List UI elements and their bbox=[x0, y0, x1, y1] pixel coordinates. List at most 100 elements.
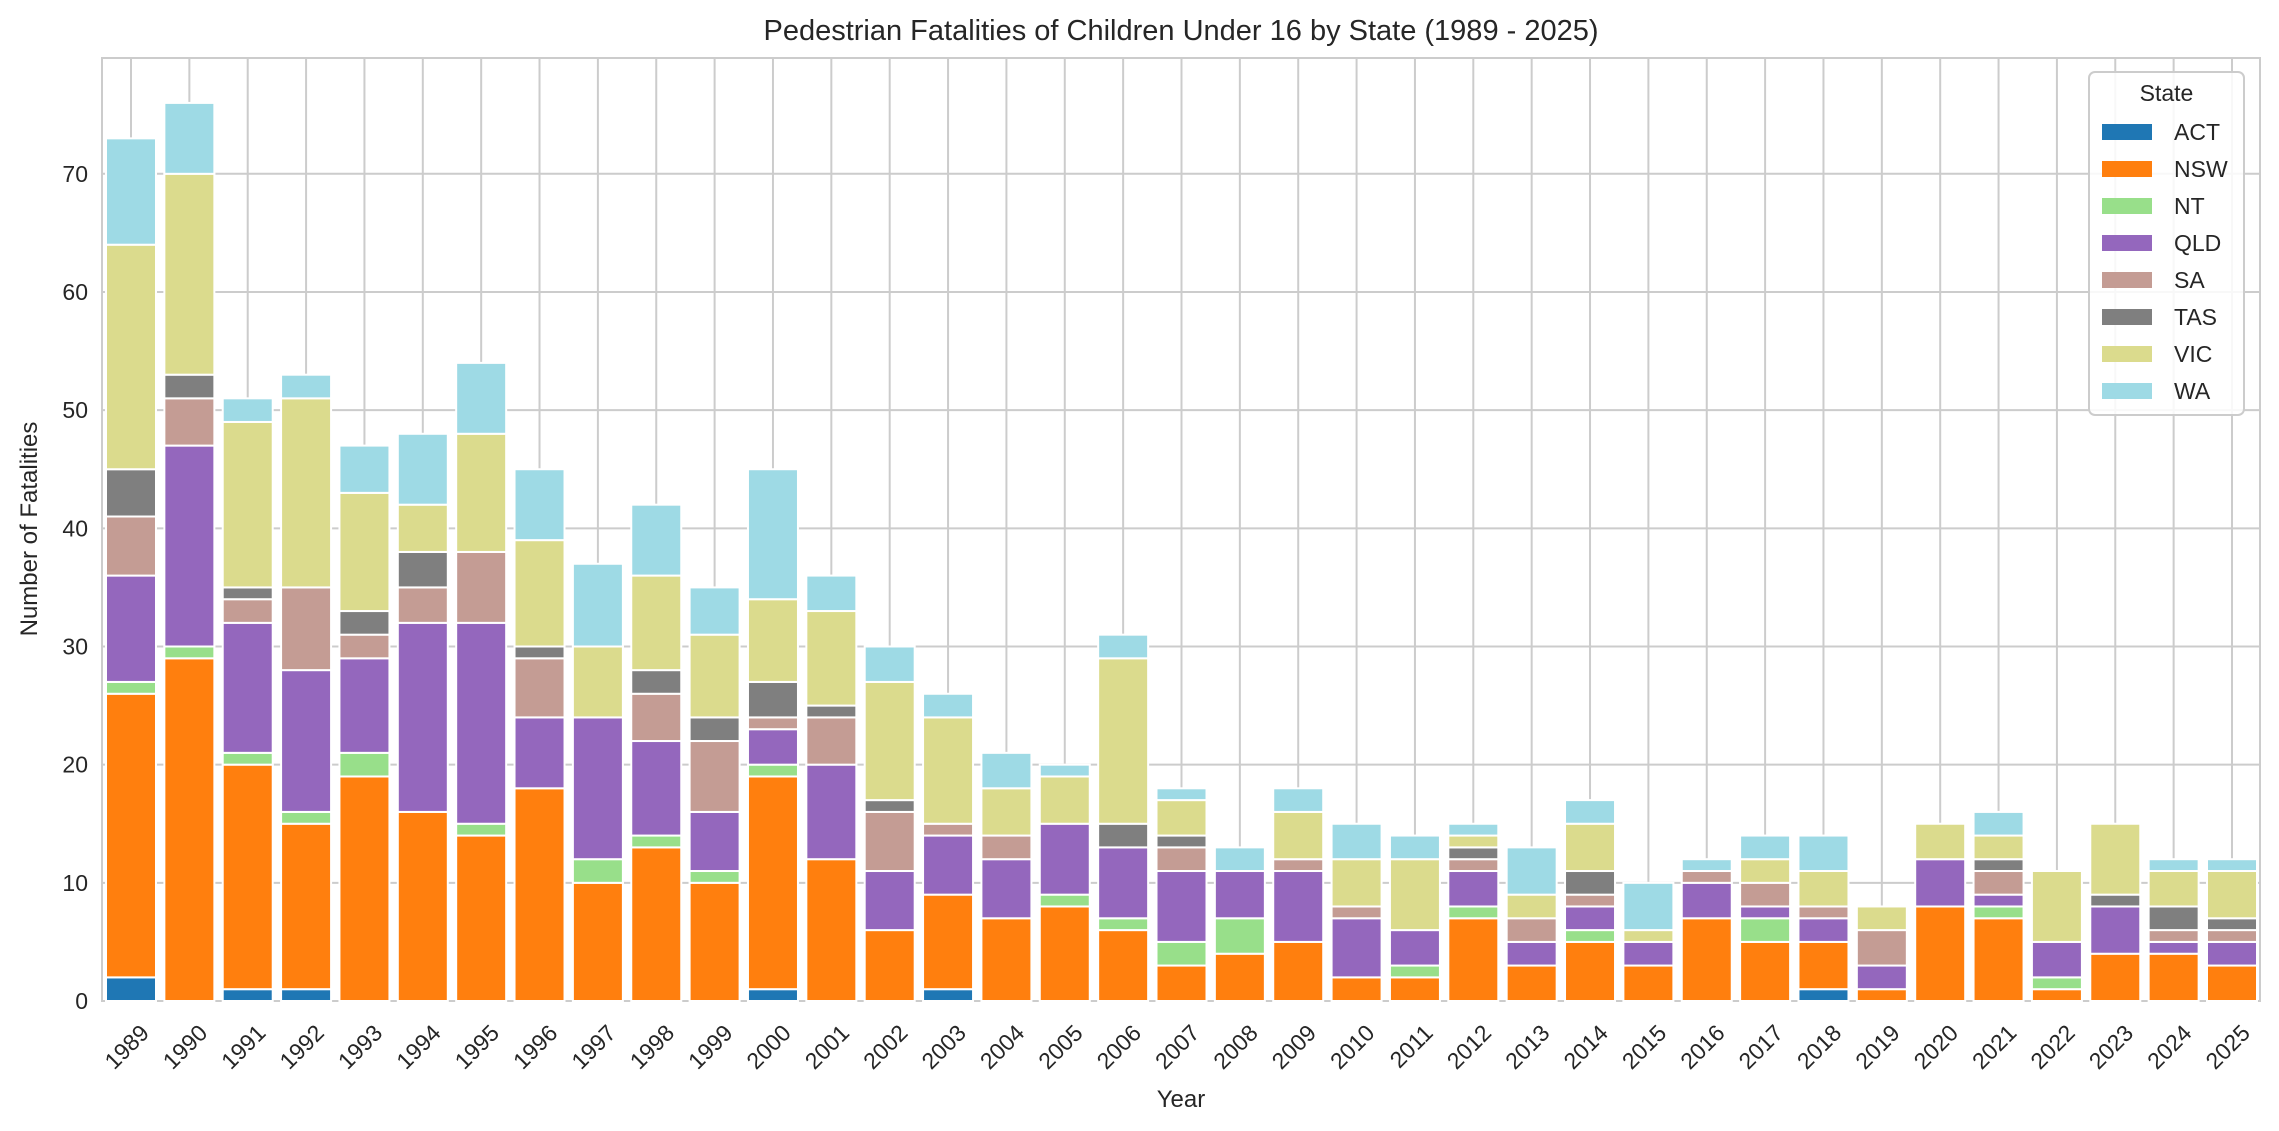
bar-segment-nsw-1991 bbox=[221, 763, 274, 991]
bar-segment-nsw-2015 bbox=[1622, 964, 1675, 1003]
bar-segment-sa-1998 bbox=[630, 692, 683, 743]
bar-segment-qld-2007 bbox=[1155, 870, 1208, 943]
bar-segment-vic-1998 bbox=[630, 574, 683, 672]
bar-segment-tas-2024 bbox=[2147, 905, 2200, 932]
bar-segment-vic-2017 bbox=[1739, 858, 1792, 884]
y-tick-label: 20 bbox=[62, 752, 88, 778]
bar-segment-wa-2003 bbox=[922, 692, 975, 719]
legend-label-nt: NT bbox=[2174, 193, 2205, 219]
bar-segment-sa-2007 bbox=[1155, 846, 1208, 873]
bar-segment-sa-2003 bbox=[922, 822, 975, 837]
bar-segment-wa-2014 bbox=[1564, 799, 1617, 825]
bar-segment-nsw-1998 bbox=[630, 846, 683, 1002]
bar-segment-qld-2025 bbox=[2206, 940, 2258, 967]
bar-segment-sa-1999 bbox=[688, 740, 741, 813]
bar-segment-vic-2001 bbox=[805, 610, 858, 707]
bar-segment-qld-2016 bbox=[1680, 881, 1733, 920]
bar-segment-tas-2007 bbox=[1155, 834, 1208, 849]
bar-segment-wa-2000 bbox=[746, 468, 799, 601]
bar-segment-tas-1996 bbox=[513, 645, 566, 660]
legend-label-act: ACT bbox=[2174, 119, 2220, 145]
bar-segment-vic-1990 bbox=[163, 172, 216, 376]
bar-segment-vic-1994 bbox=[396, 503, 449, 553]
bar-segment-qld-2017 bbox=[1739, 905, 1792, 920]
chart-title: Pedestrian Fatalities of Children Under … bbox=[763, 15, 1598, 47]
bar-segment-qld-2013 bbox=[1505, 940, 1558, 967]
bar-segment-nsw-2013 bbox=[1505, 964, 1558, 1003]
bar-segment-qld-2006 bbox=[1097, 846, 1150, 920]
bar-segment-vic-1996 bbox=[513, 539, 566, 648]
bar-segment-qld-1999 bbox=[688, 810, 741, 873]
y-tick-label: 0 bbox=[75, 988, 88, 1014]
bar-segment-vic-2004 bbox=[980, 787, 1033, 837]
bar-segment-sa-2024 bbox=[2147, 929, 2200, 943]
y-tick-label: 60 bbox=[62, 279, 88, 305]
legend-label-wa: WA bbox=[2174, 378, 2211, 404]
bar-segment-nsw-1995 bbox=[455, 834, 508, 1002]
bar-segment-wa-2010 bbox=[1330, 822, 1383, 861]
legend-title: State bbox=[2140, 80, 2194, 106]
bar-segment-vic-2010 bbox=[1330, 858, 1383, 908]
bar-segment-vic-1993 bbox=[338, 491, 391, 613]
bar-segment-wa-2005 bbox=[1038, 763, 1091, 778]
bar-segment-vic-2002 bbox=[863, 680, 916, 802]
bar-segment-sa-2010 bbox=[1330, 905, 1383, 920]
bar-segment-qld-2002 bbox=[863, 870, 916, 932]
bar-segment-nsw-2012 bbox=[1447, 917, 1500, 1002]
bar-segment-vic-2013 bbox=[1505, 893, 1558, 920]
bar-segment-wa-1998 bbox=[630, 503, 683, 577]
legend-swatch-vic bbox=[2102, 346, 2152, 362]
bar-segment-qld-1996 bbox=[513, 716, 566, 790]
bar-segment-vic-2003 bbox=[922, 716, 975, 825]
bar-segment-nt-2022 bbox=[2030, 976, 2083, 991]
bar-segment-nsw-2011 bbox=[1388, 976, 1441, 1002]
bar-segment-nsw-2000 bbox=[746, 775, 799, 991]
bar-segment-nt-1999 bbox=[688, 870, 741, 884]
bar-segment-nsw-2016 bbox=[1680, 917, 1733, 1002]
bar-segment-act-2003 bbox=[922, 988, 975, 1003]
y-tick-label: 30 bbox=[62, 633, 88, 659]
bar-segment-nsw-2025 bbox=[2206, 964, 2258, 1003]
legend-swatch-sa bbox=[2102, 272, 2152, 288]
bar-segment-qld-2018 bbox=[1797, 917, 1850, 943]
bar-segment-nt-2006 bbox=[1097, 917, 1150, 932]
legend-swatch-qld bbox=[2102, 235, 2152, 251]
bar-segment-tas-2023 bbox=[2089, 893, 2142, 908]
bar-segment-sa-2021 bbox=[1972, 870, 2025, 896]
bar-segment-wa-2015 bbox=[1622, 881, 1675, 932]
bar-segment-nsw-2019 bbox=[1855, 988, 1908, 1003]
bar-segment-tas-1998 bbox=[630, 669, 683, 695]
bar-segment-nt-2021 bbox=[1972, 905, 2025, 920]
y-tick-labels: 0 10 20 30 40 50 60 70 bbox=[62, 161, 88, 1014]
bar-segment-wa-1997 bbox=[571, 562, 624, 648]
bar-segment-tas-2006 bbox=[1097, 822, 1150, 849]
bar-segment-sa-2013 bbox=[1505, 917, 1558, 943]
bar-segment-sa-1993 bbox=[338, 633, 391, 660]
y-tick-label: 70 bbox=[62, 161, 88, 187]
legend-swatch-nt bbox=[2102, 198, 2152, 214]
legend-label-sa: SA bbox=[2174, 267, 2205, 293]
bar-segment-qld-2015 bbox=[1622, 940, 1675, 967]
bar-segment-nsw-1989 bbox=[105, 692, 157, 979]
bar-segment-wa-2011 bbox=[1388, 834, 1441, 861]
bar-segment-wa-2016 bbox=[1680, 858, 1733, 873]
bar-segment-qld-2003 bbox=[922, 834, 975, 896]
bar-segment-wa-1990 bbox=[163, 101, 216, 175]
bar-segment-sa-1995 bbox=[455, 550, 508, 624]
bar-segment-qld-1994 bbox=[396, 621, 449, 813]
bar-segment-nsw-2022 bbox=[2030, 988, 2083, 1003]
bar-segment-wa-2024 bbox=[2147, 858, 2200, 873]
bar-segment-sa-2019 bbox=[1855, 929, 1908, 967]
bar-segment-sa-2014 bbox=[1564, 893, 1617, 908]
bar-segment-act-2000 bbox=[746, 988, 799, 1003]
bar-segment-sa-2016 bbox=[1680, 870, 1733, 884]
legend-label-vic: VIC bbox=[2174, 341, 2212, 367]
bar-segment-nsw-2010 bbox=[1330, 976, 1383, 1002]
bar-segment-tas-2001 bbox=[805, 704, 858, 719]
bar-segment-qld-2001 bbox=[805, 763, 858, 861]
bar-segment-sa-2004 bbox=[980, 834, 1033, 861]
bar-segment-qld-2009 bbox=[1272, 870, 1325, 943]
bar-segment-wa-1996 bbox=[513, 468, 566, 542]
bar-segment-vic-1995 bbox=[455, 432, 508, 553]
